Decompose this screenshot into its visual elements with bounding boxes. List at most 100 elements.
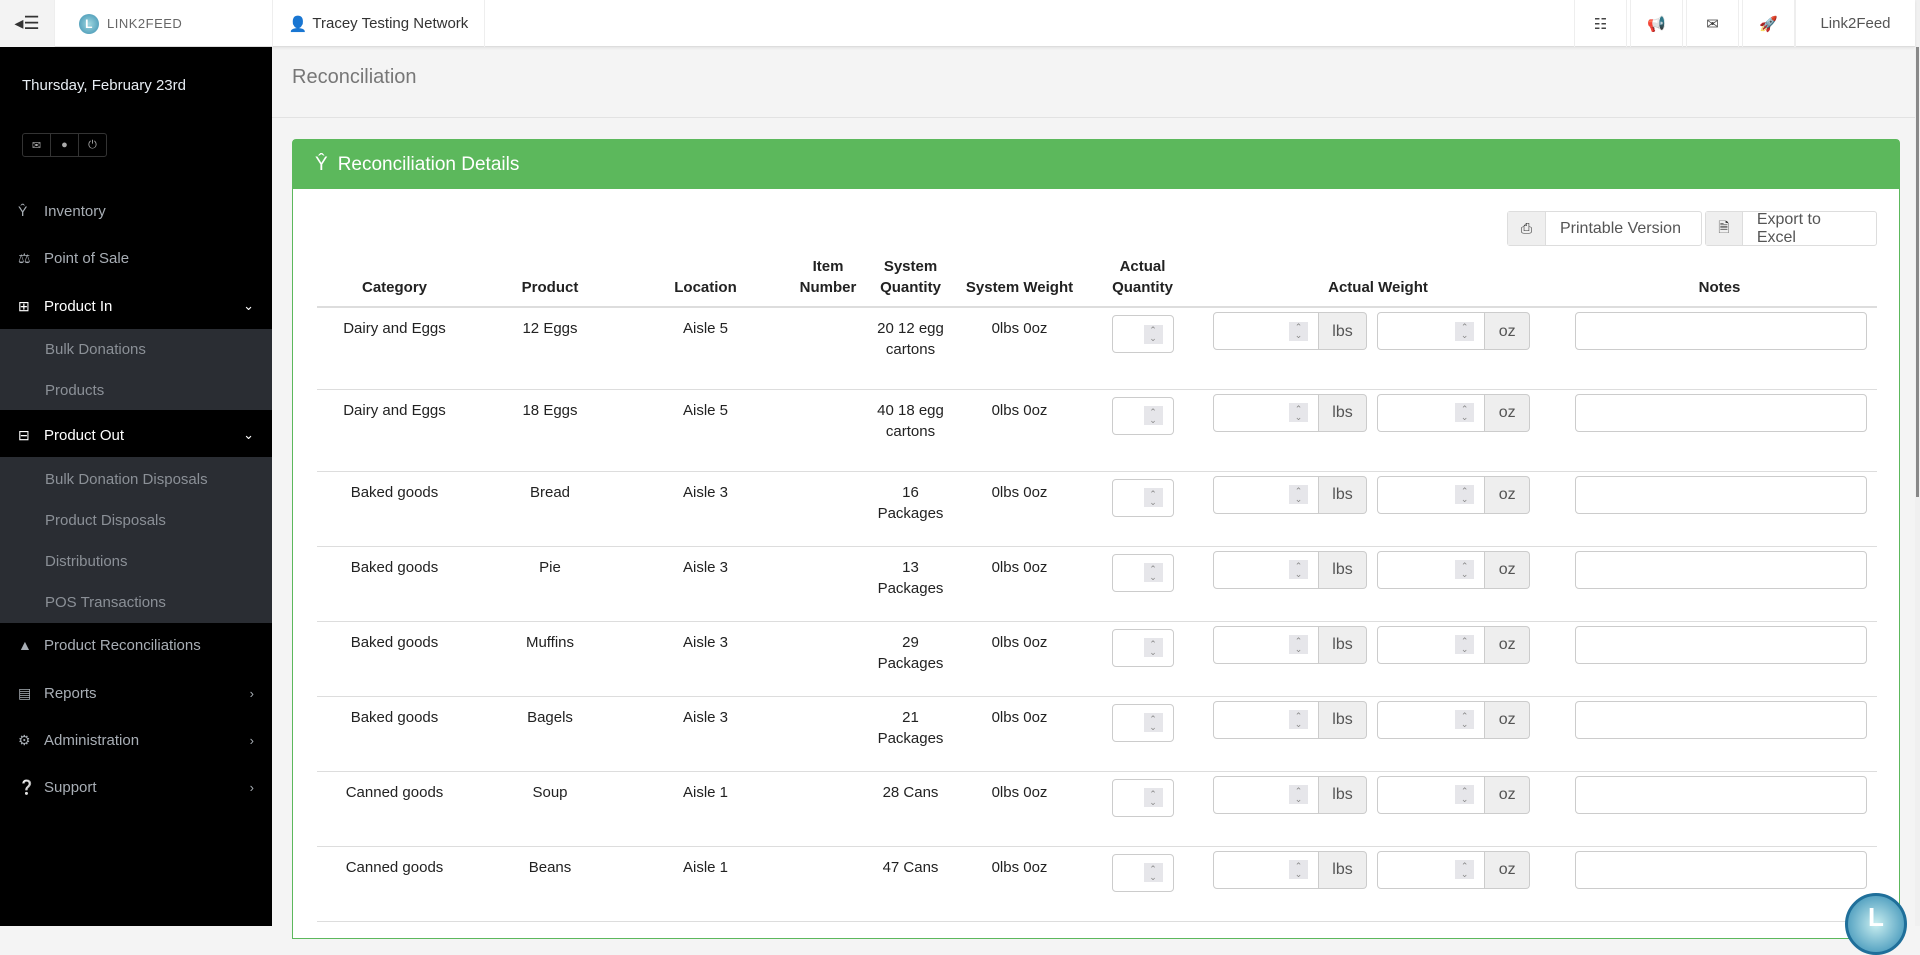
actual-weight-oz-input[interactable]: ⌃ ⌄ [1377, 393, 1486, 432]
spinner-icon[interactable]: ⌃ ⌄ [1289, 560, 1308, 579]
spinner-icon[interactable]: ⌃ ⌄ [1455, 485, 1475, 504]
cell-item-number [783, 471, 873, 547]
spinner-icon[interactable]: ⌃ ⌄ [1455, 785, 1475, 804]
spinner-icon[interactable]: ⌃ ⌄ [1143, 713, 1163, 732]
page-scrollbar[interactable] [1915, 0, 1920, 926]
sidebar-item-bulk-donation-disposals[interactable]: Bulk Donation Disposals [0, 459, 272, 499]
export-to-excel-button[interactable]: 🗎 Export to Excel [1705, 211, 1877, 246]
spinner-icon[interactable]: ⌃ ⌄ [1143, 863, 1163, 882]
brand-link[interactable]: L LINK2FEED [55, 0, 273, 47]
notes-input[interactable] [1575, 550, 1867, 589]
cell-category: Baked goods [317, 546, 472, 622]
sidebar-item-distributions[interactable]: Distributions [0, 541, 272, 581]
actual-quantity-input[interactable]: ⌃ ⌄ [1111, 478, 1174, 517]
actual-weight-lbs-input[interactable]: ⌃ ⌄ [1213, 475, 1319, 514]
menu-icon: ◂☰ [14, 13, 40, 33]
actual-quantity-input[interactable]: ⌃ ⌄ [1111, 553, 1174, 592]
actual-weight-lbs-input[interactable]: ⌃ ⌄ [1213, 312, 1319, 350]
sitemap-button[interactable]: ☷ [1574, 0, 1627, 47]
sidebar-item-reports[interactable]: ▤ Reports › [0, 673, 272, 713]
actual-weight-lbs-input[interactable]: ⌃ ⌄ [1213, 850, 1319, 889]
actual-weight-oz-input[interactable]: ⌃ ⌄ [1377, 312, 1486, 350]
messages-button[interactable]: ✉ [1686, 0, 1739, 47]
notes-input[interactable] [1575, 475, 1867, 514]
cell-category: Baked goods [317, 471, 472, 547]
spinner-icon[interactable]: ⌃ ⌄ [1455, 635, 1475, 654]
notes-input[interactable] [1575, 775, 1867, 814]
actual-weight-lbs-input[interactable]: ⌃ ⌄ [1213, 625, 1319, 664]
sidebar-item-administration[interactable]: ⚙ Administration › [0, 720, 272, 760]
sidebar-item-product-out[interactable]: ⊟ Product Out ⌄ [0, 415, 272, 455]
actual-quantity-input[interactable]: ⌃ ⌄ [1111, 703, 1174, 742]
sidebar-item-point-of-sale[interactable]: ⚖ Point of Sale [0, 238, 272, 278]
envelope-icon[interactable]: ✉ [23, 134, 51, 156]
actual-weight-oz-input[interactable]: ⌃ ⌄ [1377, 625, 1486, 664]
rocket-button[interactable]: 🚀 [1742, 0, 1795, 47]
sidebar-item-bulk-donations[interactable]: Bulk Donations [0, 329, 272, 369]
spinner-icon[interactable]: ⌃ ⌄ [1289, 403, 1308, 422]
actual-weight-oz-input[interactable]: ⌃ ⌄ [1377, 550, 1486, 589]
actual-quantity-input[interactable]: ⌃ ⌄ [1111, 778, 1174, 817]
notes-input[interactable] [1575, 625, 1867, 664]
cell-category: Baked goods [317, 696, 472, 772]
spinner-icon[interactable]: ⌃ ⌄ [1143, 788, 1163, 807]
chevron-down-icon: ⌄ [243, 298, 254, 313]
user-icon: 👤 [288, 15, 308, 33]
spinner-icon[interactable]: ⌃ ⌄ [1143, 406, 1163, 425]
reconciliation-panel: Ŷ Reconciliation Details ⎙ Printable Versi… [292, 139, 1900, 939]
actual-weight-lbs-input[interactable]: ⌃ ⌄ [1213, 700, 1319, 739]
link2feed-help-logo-icon[interactable]: L [1845, 893, 1907, 955]
spinner-icon[interactable]: ⌃ ⌄ [1143, 324, 1163, 344]
sidebar-item-product-reconciliations[interactable]: ▲ Product Reconciliations [0, 625, 272, 665]
actual-quantity-input[interactable]: ⌃ ⌄ [1111, 315, 1174, 353]
sidebar-item-product-in[interactable]: ⊞ Product In ⌄ [0, 286, 272, 326]
notes-input[interactable] [1575, 312, 1867, 350]
spinner-icon[interactable]: ⌃ ⌄ [1289, 321, 1308, 341]
actual-quantity-input[interactable]: ⌃ ⌄ [1111, 853, 1174, 892]
network-selector[interactable]: 👤 Tracey Testing Network [273, 0, 485, 47]
sidebar-item-inventory[interactable]: Ŷ Inventory [0, 191, 272, 231]
spinner-icon[interactable]: ⌃ ⌄ [1455, 560, 1475, 579]
actual-weight-lbs-input[interactable]: ⌃ ⌄ [1213, 550, 1319, 589]
sidebar-toggle-button[interactable]: ◂☰ [0, 0, 55, 47]
chevron-right-icon: › [249, 685, 254, 701]
nav-label: Bulk Donation Disposals [45, 470, 208, 488]
spinner-icon[interactable]: ⌃ ⌄ [1289, 485, 1308, 504]
actual-quantity-input[interactable]: ⌃ ⌄ [1111, 396, 1174, 435]
sidebar-item-support[interactable]: ❔ Support › [0, 767, 272, 807]
spinner-icon[interactable]: ⌃ ⌄ [1143, 638, 1163, 657]
spinner-icon[interactable]: ⌃ ⌄ [1455, 403, 1475, 422]
actual-quantity-input[interactable]: ⌃ ⌄ [1111, 628, 1174, 667]
column-header-actual-quantity: Actual Quantity [1091, 252, 1194, 308]
sidebar-item-pos-transactions[interactable]: POS Transactions [0, 582, 272, 622]
spinner-icon[interactable]: ⌃ ⌄ [1289, 710, 1308, 729]
actual-weight-oz-input[interactable]: ⌃ ⌄ [1377, 850, 1486, 889]
sidebar-item-products[interactable]: Products [0, 370, 272, 410]
notes-input[interactable] [1575, 850, 1867, 889]
actual-weight-oz-input[interactable]: ⌃ ⌄ [1377, 475, 1486, 514]
spinner-icon[interactable]: ⌃ ⌄ [1455, 321, 1475, 341]
user-menu[interactable]: Link2Feed [1795, 0, 1915, 47]
notes-input[interactable] [1575, 700, 1867, 739]
user-icon[interactable]: ● [51, 134, 79, 156]
announcements-button[interactable]: 📢 [1630, 0, 1683, 47]
power-icon[interactable]: ⏻ [88, 138, 97, 151]
spinner-icon[interactable]: ⌃ ⌄ [1289, 785, 1308, 804]
spinner-icon[interactable]: ⌃ ⌄ [1289, 860, 1308, 879]
spinner-icon[interactable]: ⌃ ⌄ [1289, 635, 1308, 654]
sidebar-item-product-disposals[interactable]: Product Disposals [0, 500, 272, 540]
actual-weight-oz-input[interactable]: ⌃ ⌄ [1377, 700, 1486, 739]
cell-actual-quantity: ⌃ ⌄ [1091, 307, 1194, 390]
cell-notes [1562, 621, 1877, 697]
actual-weight-lbs-input[interactable]: ⌃ ⌄ [1213, 393, 1319, 432]
printable-version-button[interactable]: ⎙ Printable Version [1507, 211, 1702, 246]
cell-item-number [783, 307, 873, 390]
spinner-icon[interactable]: ⌃ ⌄ [1143, 563, 1163, 582]
spinner-icon[interactable]: ⌃ ⌄ [1143, 488, 1163, 507]
nav-label: Product Reconciliations [44, 636, 201, 654]
spinner-icon[interactable]: ⌃ ⌄ [1455, 710, 1475, 729]
notes-input[interactable] [1575, 393, 1867, 432]
actual-weight-lbs-input[interactable]: ⌃ ⌄ [1213, 775, 1319, 814]
actual-weight-oz-input[interactable]: ⌃ ⌄ [1377, 775, 1486, 814]
spinner-icon[interactable]: ⌃ ⌄ [1455, 860, 1475, 879]
